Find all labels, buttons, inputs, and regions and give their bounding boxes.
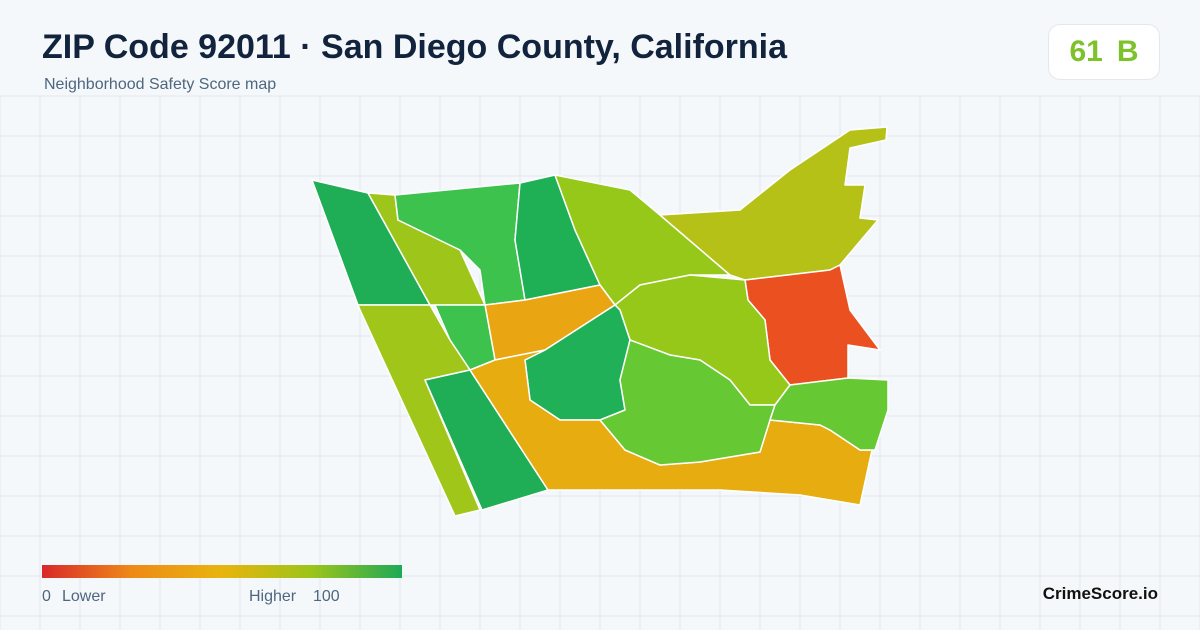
score-grade: B (1116, 35, 1139, 68)
regions (311, 126, 889, 517)
brand: CrimeScore.io (1042, 584, 1158, 603)
title: ZIP Code 92011 · San Diego County, Calif… (42, 28, 788, 66)
legend-min: 0 (42, 588, 51, 605)
score-value: 61 (1069, 35, 1103, 68)
legend-min-label: Lower (62, 588, 106, 605)
region (599, 339, 776, 466)
score-badge: 61 B (1048, 24, 1160, 80)
legend-gradient (42, 565, 402, 578)
legend-max-label: Higher (249, 588, 297, 605)
subtitle: Neighborhood Safety Score map (44, 76, 277, 93)
region (769, 377, 889, 451)
legend-max: 100 (313, 588, 340, 605)
